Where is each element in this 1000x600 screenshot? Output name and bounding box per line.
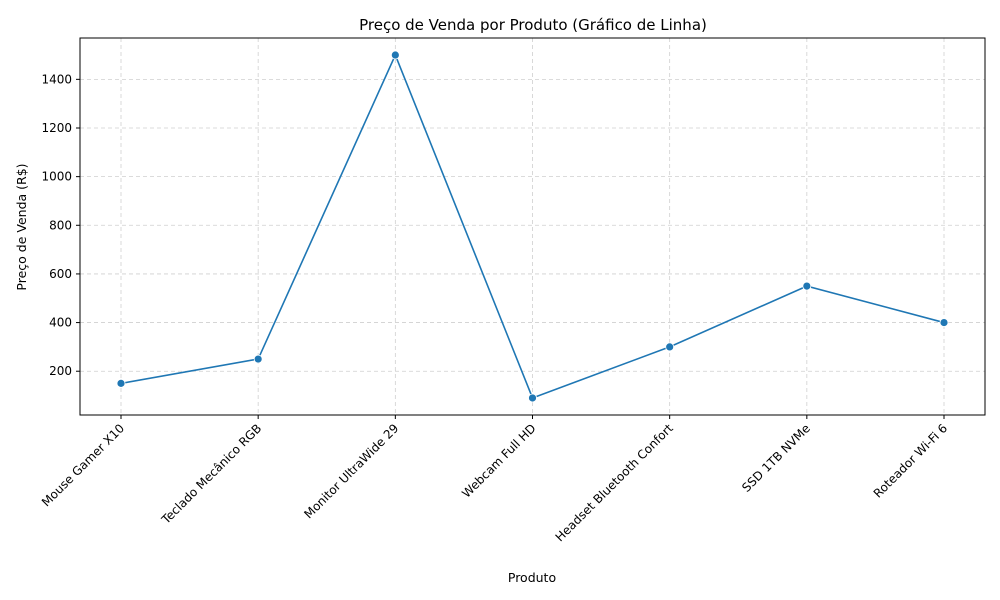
y-tick-label: 1000 <box>41 170 72 184</box>
x-tick-label: Mouse Gamer X10 <box>39 421 127 509</box>
axes-layer: 200 400 600 800 1000 1200 1400 Mouse Gamer X10 T… <box>39 37 986 544</box>
x-tick-label: Roteador Wi-Fi 6 <box>871 421 950 500</box>
y-tick-label: 600 <box>49 267 72 281</box>
grid-layer <box>80 38 985 415</box>
y-tick-label: 1200 <box>41 121 72 135</box>
data-point <box>116 378 126 388</box>
x-tick-label: SSD 1TB NVMe <box>739 421 813 495</box>
x-tick-label: Webcam Full HD <box>459 421 538 500</box>
y-tick-label: 400 <box>49 316 72 330</box>
y-tick-label: 1400 <box>41 72 72 86</box>
y-axis-label: Preço de Venda (R$) <box>14 163 29 290</box>
series-layer <box>116 50 949 403</box>
data-point <box>253 354 263 364</box>
chart-title: Preço de Venda por Produto (Gráfico de L… <box>359 16 707 34</box>
y-tick-label: 200 <box>49 364 72 378</box>
x-tick-label: Monitor UltraWide 29 <box>301 421 401 521</box>
x-axis-label: Produto <box>508 570 556 585</box>
data-point <box>390 50 400 60</box>
data-point <box>665 342 675 352</box>
x-tick-label: Teclado Mecânico RGB <box>158 421 264 527</box>
data-point <box>802 281 812 291</box>
data-point <box>528 393 537 403</box>
x-tick-label: Headset Bluetooth Confort <box>553 421 676 544</box>
data-point <box>939 318 949 327</box>
y-tick-label: 800 <box>49 218 72 232</box>
